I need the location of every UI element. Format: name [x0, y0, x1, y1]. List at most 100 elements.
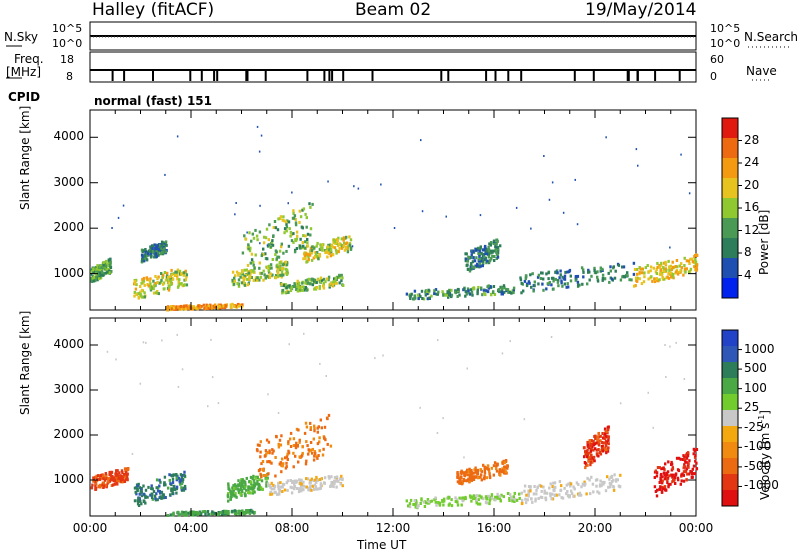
- data-cell: [332, 241, 335, 244]
- data-cell: [278, 273, 282, 277]
- data-cell: [287, 442, 290, 446]
- data-cell: [284, 283, 287, 287]
- data-cell: [307, 253, 311, 257]
- data-cell: [280, 245, 283, 249]
- data-cell: [302, 234, 305, 238]
- data-cell: [464, 497, 467, 501]
- data-cell: [305, 440, 308, 444]
- data-cell: [675, 456, 679, 460]
- sparse-cell: [111, 227, 113, 229]
- data-cell: [506, 464, 509, 468]
- data-cell: [280, 282, 283, 286]
- data-cell: [302, 488, 305, 492]
- data-cell: [249, 261, 252, 265]
- data-cell: [658, 481, 661, 484]
- data-cell: [590, 454, 593, 457]
- axis-ticks: [89, 110, 697, 516]
- data-cell: [489, 241, 493, 244]
- data-cell: [456, 500, 459, 504]
- sparse-cell: [256, 125, 259, 128]
- data-cell: [243, 275, 247, 278]
- data-cell: [667, 460, 670, 464]
- data-cell: [121, 477, 124, 481]
- data-cell: [292, 216, 296, 220]
- data-cell: [693, 265, 696, 269]
- data-cell: [292, 240, 295, 244]
- sparse-cell: [445, 215, 447, 218]
- sparse-cell: [605, 136, 607, 139]
- data-cell: [281, 289, 284, 293]
- data-cell: [464, 479, 467, 483]
- data-cell: [286, 452, 289, 456]
- data-cell: [651, 279, 654, 283]
- data-cell: [606, 449, 610, 453]
- data-cell: [268, 460, 271, 463]
- data-cell: [667, 259, 670, 263]
- data-cell: [589, 443, 592, 446]
- data-cell: [139, 285, 142, 288]
- data-cell: [487, 286, 491, 290]
- data-cell: [285, 461, 288, 465]
- xtick-label: 04:00: [173, 521, 209, 535]
- data-cell: [296, 234, 299, 238]
- data-cell: [301, 241, 304, 244]
- data-cell: [256, 276, 259, 280]
- data-cell: [264, 252, 267, 256]
- data-cell: [312, 437, 315, 441]
- data-cell: [326, 248, 329, 252]
- data-cell: [289, 485, 292, 489]
- data-cell: [306, 278, 309, 282]
- data-cell: [304, 212, 307, 216]
- velocity-colorbar: [721, 329, 742, 507]
- data-cell: [600, 449, 603, 453]
- data-cell: [185, 275, 188, 279]
- data-cell: [142, 281, 145, 285]
- data-cell: [675, 265, 679, 269]
- data-cell: [537, 282, 540, 286]
- data-cell: [243, 486, 246, 490]
- data-cell: [229, 305, 233, 309]
- data-cell: [233, 509, 237, 513]
- data-cell: [593, 269, 596, 272]
- data-cell: [152, 279, 155, 283]
- sparse-cell: [258, 150, 261, 153]
- data-cell: [508, 290, 512, 294]
- data-cell: [259, 271, 262, 275]
- data-cell: [523, 484, 527, 488]
- data-cell: [266, 460, 269, 464]
- sparse-cell: [267, 393, 269, 396]
- data-cell: [537, 273, 541, 277]
- data-cell: [669, 264, 673, 268]
- data-cell: [584, 466, 587, 470]
- data-cell: [298, 281, 301, 285]
- data-cell: [289, 445, 293, 448]
- data-cell: [313, 287, 316, 291]
- power-colorbar-swatch: [722, 118, 738, 138]
- data-cell: [152, 490, 156, 493]
- data-cell: [476, 288, 479, 292]
- sparse-cell: [181, 368, 184, 371]
- data-cell: [456, 503, 460, 507]
- data-cell: [466, 479, 469, 483]
- data-cell: [237, 272, 240, 276]
- data-cell: [688, 262, 691, 265]
- data-cell: [265, 477, 268, 481]
- data-cell: [520, 281, 523, 285]
- data-cell: [185, 304, 188, 308]
- data-cell: [313, 278, 317, 282]
- data-cell: [558, 480, 562, 483]
- data-cell: [305, 485, 308, 489]
- data-cell: [616, 478, 619, 482]
- data-cell: [102, 261, 105, 265]
- data-cell: [217, 303, 220, 307]
- data-cell: [263, 454, 267, 458]
- velocity-panel-frame: [89, 317, 697, 517]
- data-cell: [235, 495, 238, 499]
- data-cell: [307, 258, 310, 262]
- data-cell: [231, 302, 234, 306]
- data-cell: [586, 455, 589, 459]
- data-cell: [258, 487, 261, 491]
- data-cell: [685, 456, 689, 460]
- data-cell: [480, 251, 483, 255]
- data-cell: [233, 486, 236, 490]
